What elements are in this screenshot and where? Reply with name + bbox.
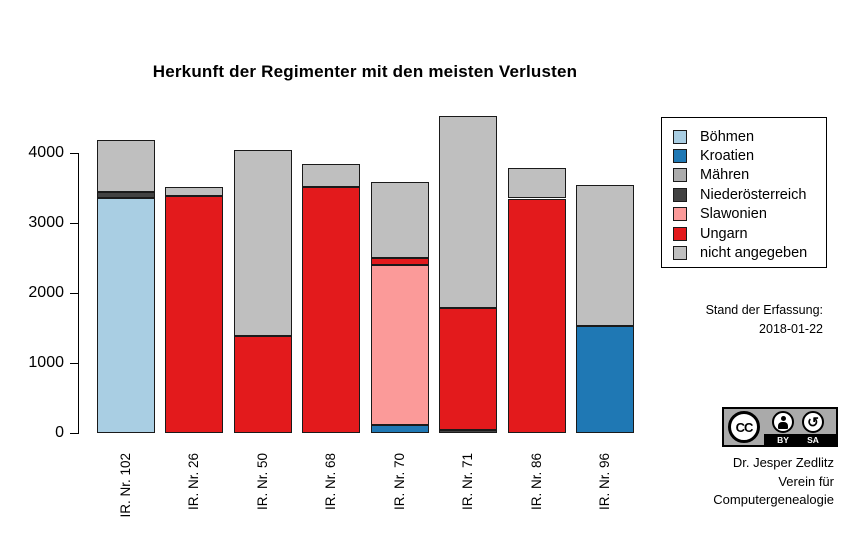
bar-segment-nicht-angegeben-ir-nr-71: [439, 115, 498, 309]
y-axis-tick: [70, 433, 78, 435]
bar-segment-ungarn-ir-nr-70: [370, 257, 429, 265]
bar-segment-b-hmen-ir-nr-102: [97, 197, 155, 433]
bar-segment-ungarn-ir-nr-50: [233, 336, 292, 433]
bar-segment-nicht-angegeben-ir-nr-26: [165, 186, 224, 196]
legend-item-b-hmen: Böhmen: [673, 127, 826, 146]
bar-segment-ungarn-ir-nr-71: [439, 308, 498, 431]
badge-strip: [764, 434, 836, 445]
legend-color-swatch: [673, 149, 687, 164]
bar-segment-nicht-angegeben-ir-nr-68: [302, 163, 361, 187]
attribution-person-icon: [772, 411, 794, 433]
y-axis-tick-label: 4000: [28, 144, 64, 161]
legend-label: Böhmen: [700, 128, 755, 145]
y-axis-tick: [70, 223, 78, 225]
bar-segment-ungarn-ir-nr-86: [507, 198, 566, 433]
bar-segment-nieder-sterreich-ir-nr-102: [97, 192, 155, 198]
x-axis-category-label: IR. Nr. 86: [528, 453, 544, 511]
legend-label: nicht angegeben: [700, 245, 808, 262]
cc-logo-icon: CC: [728, 411, 760, 443]
bar-segment-ungarn-ir-nr-26: [165, 195, 224, 433]
y-axis-line: [78, 153, 80, 434]
y-axis-tick: [70, 363, 78, 365]
bar-segment-slawonien-ir-nr-70: [370, 264, 429, 426]
legend-item-nicht-angegeben: nicht angegeben: [673, 243, 826, 262]
legend-color-swatch: [673, 168, 687, 183]
legend-label: Slawonien: [700, 206, 767, 223]
legend-label: Niederösterreich: [700, 186, 807, 203]
data-status-annotation: Stand der Erfassung: 2018-01-22: [623, 301, 823, 339]
share-alike-arrow-icon: ↺: [802, 411, 824, 433]
y-axis-tick: [70, 153, 78, 155]
credit-org-line1: Verein für: [778, 473, 834, 489]
legend-color-swatch: [673, 246, 687, 261]
legend-color-swatch: [673, 226, 687, 241]
credit-org-line2: Computergenealogie: [713, 492, 834, 507]
bar-segment-nicht-angegeben-ir-nr-102: [97, 139, 155, 193]
y-axis-tick-label: 3000: [28, 214, 64, 231]
bar-segment-kroatien-ir-nr-96: [576, 326, 634, 433]
credit-author: Dr. Jesper Zedlitz: [732, 455, 834, 470]
legend-color-swatch: [673, 187, 687, 202]
bar-segment-ungarn-ir-nr-68: [302, 186, 361, 433]
badge-by-label: BY: [777, 435, 789, 445]
bar-segment-nicht-angegeben-ir-nr-70: [370, 182, 429, 258]
legend-label: Mähren: [700, 167, 750, 184]
x-axis-category-label: IR. Nr. 26: [186, 453, 202, 511]
legend-color-swatch: [673, 129, 687, 144]
y-axis-tick-label: 0: [55, 424, 64, 441]
y-axis-tick: [70, 293, 78, 295]
legend-item-kroatien: Kroatien: [673, 146, 826, 165]
legend-item-slawonien: Slawonien: [673, 205, 826, 224]
x-axis-category-label: IR. Nr. 68: [323, 453, 339, 511]
legend-color-swatch: [673, 207, 687, 222]
y-axis-tick-label: 1000: [28, 354, 64, 371]
x-axis-category-label: IR. Nr. 50: [254, 453, 270, 511]
legend-item-nieder-sterreich: Niederösterreich: [673, 185, 826, 204]
bar-segment-nicht-angegeben-ir-nr-96: [576, 184, 634, 327]
x-axis-category-label: IR. Nr. 102: [118, 453, 133, 518]
legend-item-m-hren: Mähren: [673, 166, 826, 185]
data-status-date: 2018-01-22: [759, 322, 823, 336]
chart-title: Herkunft der Regimenter mit den meisten …: [152, 62, 578, 81]
bar-segment-nieder-sterreich-ir-nr-71: [439, 430, 498, 433]
y-axis-tick-label: 2000: [28, 284, 64, 301]
legend-item-ungarn: Ungarn: [673, 224, 826, 243]
legend-label: Ungarn: [700, 225, 748, 242]
badge-sa-label: SA: [807, 435, 819, 445]
bar-segment-nicht-angegeben-ir-nr-50: [233, 149, 292, 337]
x-axis-category-label: IR. Nr. 96: [597, 453, 612, 511]
credits: Dr. Jesper Zedlitz Verein für Computerge…: [634, 454, 834, 510]
x-axis-category-label: IR. Nr. 71: [460, 453, 476, 511]
bar-segment-nicht-angegeben-ir-nr-86: [507, 168, 566, 199]
cc-by-sa-license-badge: CC ↺ BY SA: [722, 407, 838, 447]
bar-segment-kroatien-ir-nr-70: [370, 425, 429, 433]
x-axis-category-label: IR. Nr. 70: [391, 453, 407, 511]
legend-box: Böhmen Kroatien Mähren Niederösterreich Slaw…: [661, 117, 827, 268]
legend-label: Kroatien: [700, 148, 755, 165]
data-status-label: Stand der Erfassung:: [705, 303, 823, 317]
